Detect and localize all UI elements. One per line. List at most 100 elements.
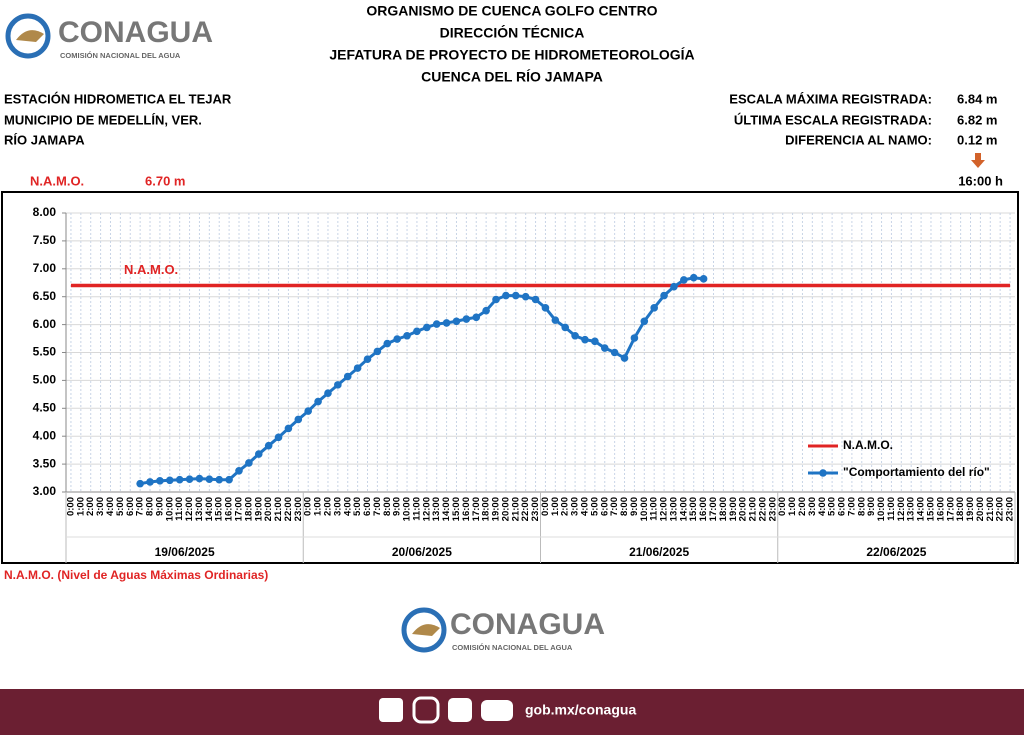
data-point <box>511 291 520 300</box>
namo-value: 6.70 m <box>145 173 185 188</box>
data-point <box>403 331 411 340</box>
series-line <box>139 276 704 486</box>
data-point <box>274 433 283 442</box>
data-point <box>689 273 698 282</box>
x-tick-label: 0:00 <box>303 497 314 516</box>
bottom-logo: CONAGUA COMISIÓN NACIONAL DEL AGUA <box>401 607 605 653</box>
x-tick-label: 16:00 <box>698 497 709 521</box>
reading-value: 6.84 m <box>957 91 997 106</box>
facebook-icon[interactable] <box>379 698 403 722</box>
x-tick-label: 14:00 <box>678 497 689 521</box>
x-tick-label: 9:00 <box>392 497 403 516</box>
data-point <box>304 407 312 415</box>
x-tick-label: 17:00 <box>945 497 956 521</box>
data-point <box>175 475 184 484</box>
data-point <box>423 323 431 332</box>
x-tick-label: 4:00 <box>342 497 353 516</box>
data-point <box>452 317 461 326</box>
x-tick-label: 23:00 <box>767 497 778 521</box>
x-tick-label: 20:00 <box>500 497 511 521</box>
data-point <box>541 304 550 312</box>
logo-icon <box>5 13 51 59</box>
header-line: ORGANISMO DE CUENCA GOLFO CENTRO <box>366 3 657 19</box>
youtube-icon[interactable] <box>481 700 513 721</box>
reading-label: DIFERENCIA AL NAMO: <box>785 132 932 147</box>
x-tick-label: 2:00 <box>85 497 96 516</box>
x-tick-label: 10:00 <box>164 497 175 521</box>
x-tick-label: 1:00 <box>550 497 561 516</box>
x-tick-label: 18:00 <box>243 497 254 521</box>
chart: 3.00 3.50 4.00 4.50 5.00 5.50 6.00 6.50 7.00 7.50… <box>33 205 1016 563</box>
data-point <box>680 276 688 284</box>
data-point <box>531 295 540 304</box>
group-label: 21/06/2025 <box>629 545 689 559</box>
x-tick-label: 11:00 <box>411 497 422 521</box>
x-tick-label: 22:00 <box>520 497 531 521</box>
logo-subtitle: COMISIÓN NACIONAL DEL AGUA <box>452 643 573 652</box>
data-point <box>502 291 510 300</box>
y-tick-label: 6.50 <box>33 289 57 303</box>
station-line: ESTACIÓN HIDROMETICA EL TEJAR <box>4 91 232 106</box>
x-tick-label: 10:00 <box>402 497 413 521</box>
header-line: DIRECCIÓN TÉCNICA <box>440 24 585 41</box>
x-tick-label: 0:00 <box>777 497 788 516</box>
x-tick-label: 14:00 <box>916 497 927 521</box>
x-tick-label: 16:00 <box>224 497 235 521</box>
data-point <box>670 282 678 291</box>
x-tick-label: 2:00 <box>560 497 571 516</box>
header-line: JEFATURA DE PROYECTO DE HIDROMETEOROLOGÍ… <box>329 47 694 63</box>
data-point <box>610 348 619 357</box>
x-tick-label: 17:00 <box>471 497 482 521</box>
data-point <box>482 306 490 315</box>
x-tick-label: 15:00 <box>214 497 225 521</box>
data-point <box>215 475 224 484</box>
y-tick-label: 3.50 <box>33 456 57 470</box>
x-tick-label: 4:00 <box>817 497 828 516</box>
data-point <box>492 295 500 304</box>
data-point <box>195 474 204 483</box>
data-point <box>165 476 174 485</box>
x-tick-label: 15:00 <box>925 497 936 521</box>
data-point <box>650 304 658 312</box>
logo-name: CONAGUA <box>58 16 213 49</box>
data-point <box>581 335 589 344</box>
x-tick-label: 1:00 <box>787 497 798 516</box>
x-tick-label: 6:00 <box>125 497 136 516</box>
x-tick-label: 6:00 <box>837 497 848 516</box>
y-tick-label: 3.00 <box>33 484 57 498</box>
annotation: N.A.M.O. <box>124 262 178 277</box>
x-tick-label: 12:00 <box>184 497 195 521</box>
instagram-icon[interactable] <box>412 696 440 724</box>
reading-value: 6.82 m <box>957 112 997 127</box>
logo-eagle <box>412 624 440 636</box>
x-tick-label: 16:00 <box>461 497 472 521</box>
x-icon[interactable] <box>448 698 472 722</box>
x-tick-label: 8:00 <box>856 497 867 516</box>
x-tick-label: 1:00 <box>75 497 86 516</box>
station-line: RÍO JAMAPA <box>4 132 85 147</box>
x-tick-label: 0:00 <box>540 497 551 516</box>
data-point <box>334 381 342 389</box>
x-tick-label: 19:00 <box>253 497 264 521</box>
x-tick-label: 3:00 <box>807 497 818 516</box>
footer-link[interactable]: gob.mx/conagua <box>525 702 636 718</box>
x-tick-label: 11:00 <box>174 497 185 521</box>
data-point <box>245 459 253 467</box>
x-tick-label: 17:00 <box>234 497 245 521</box>
x-tick-label: 14:00 <box>441 497 452 521</box>
x-tick-label: 7:00 <box>846 497 857 516</box>
data-point <box>294 415 303 424</box>
x-tick-label: 15:00 <box>688 497 699 521</box>
data-point <box>432 320 441 328</box>
data-point <box>264 441 273 450</box>
x-tick-label: 18:00 <box>481 497 492 521</box>
note: N.A.M.O. (Nivel de Aguas Máximas Ordinar… <box>4 568 268 582</box>
x-tick-label: 12:00 <box>896 497 907 521</box>
data-point <box>225 475 233 484</box>
x-tick-label: 21:00 <box>273 497 284 521</box>
y-tick-label: 4.00 <box>33 428 57 442</box>
x-tick-label: 17:00 <box>708 497 719 521</box>
legend-marker <box>819 469 827 477</box>
data-point <box>413 327 421 336</box>
